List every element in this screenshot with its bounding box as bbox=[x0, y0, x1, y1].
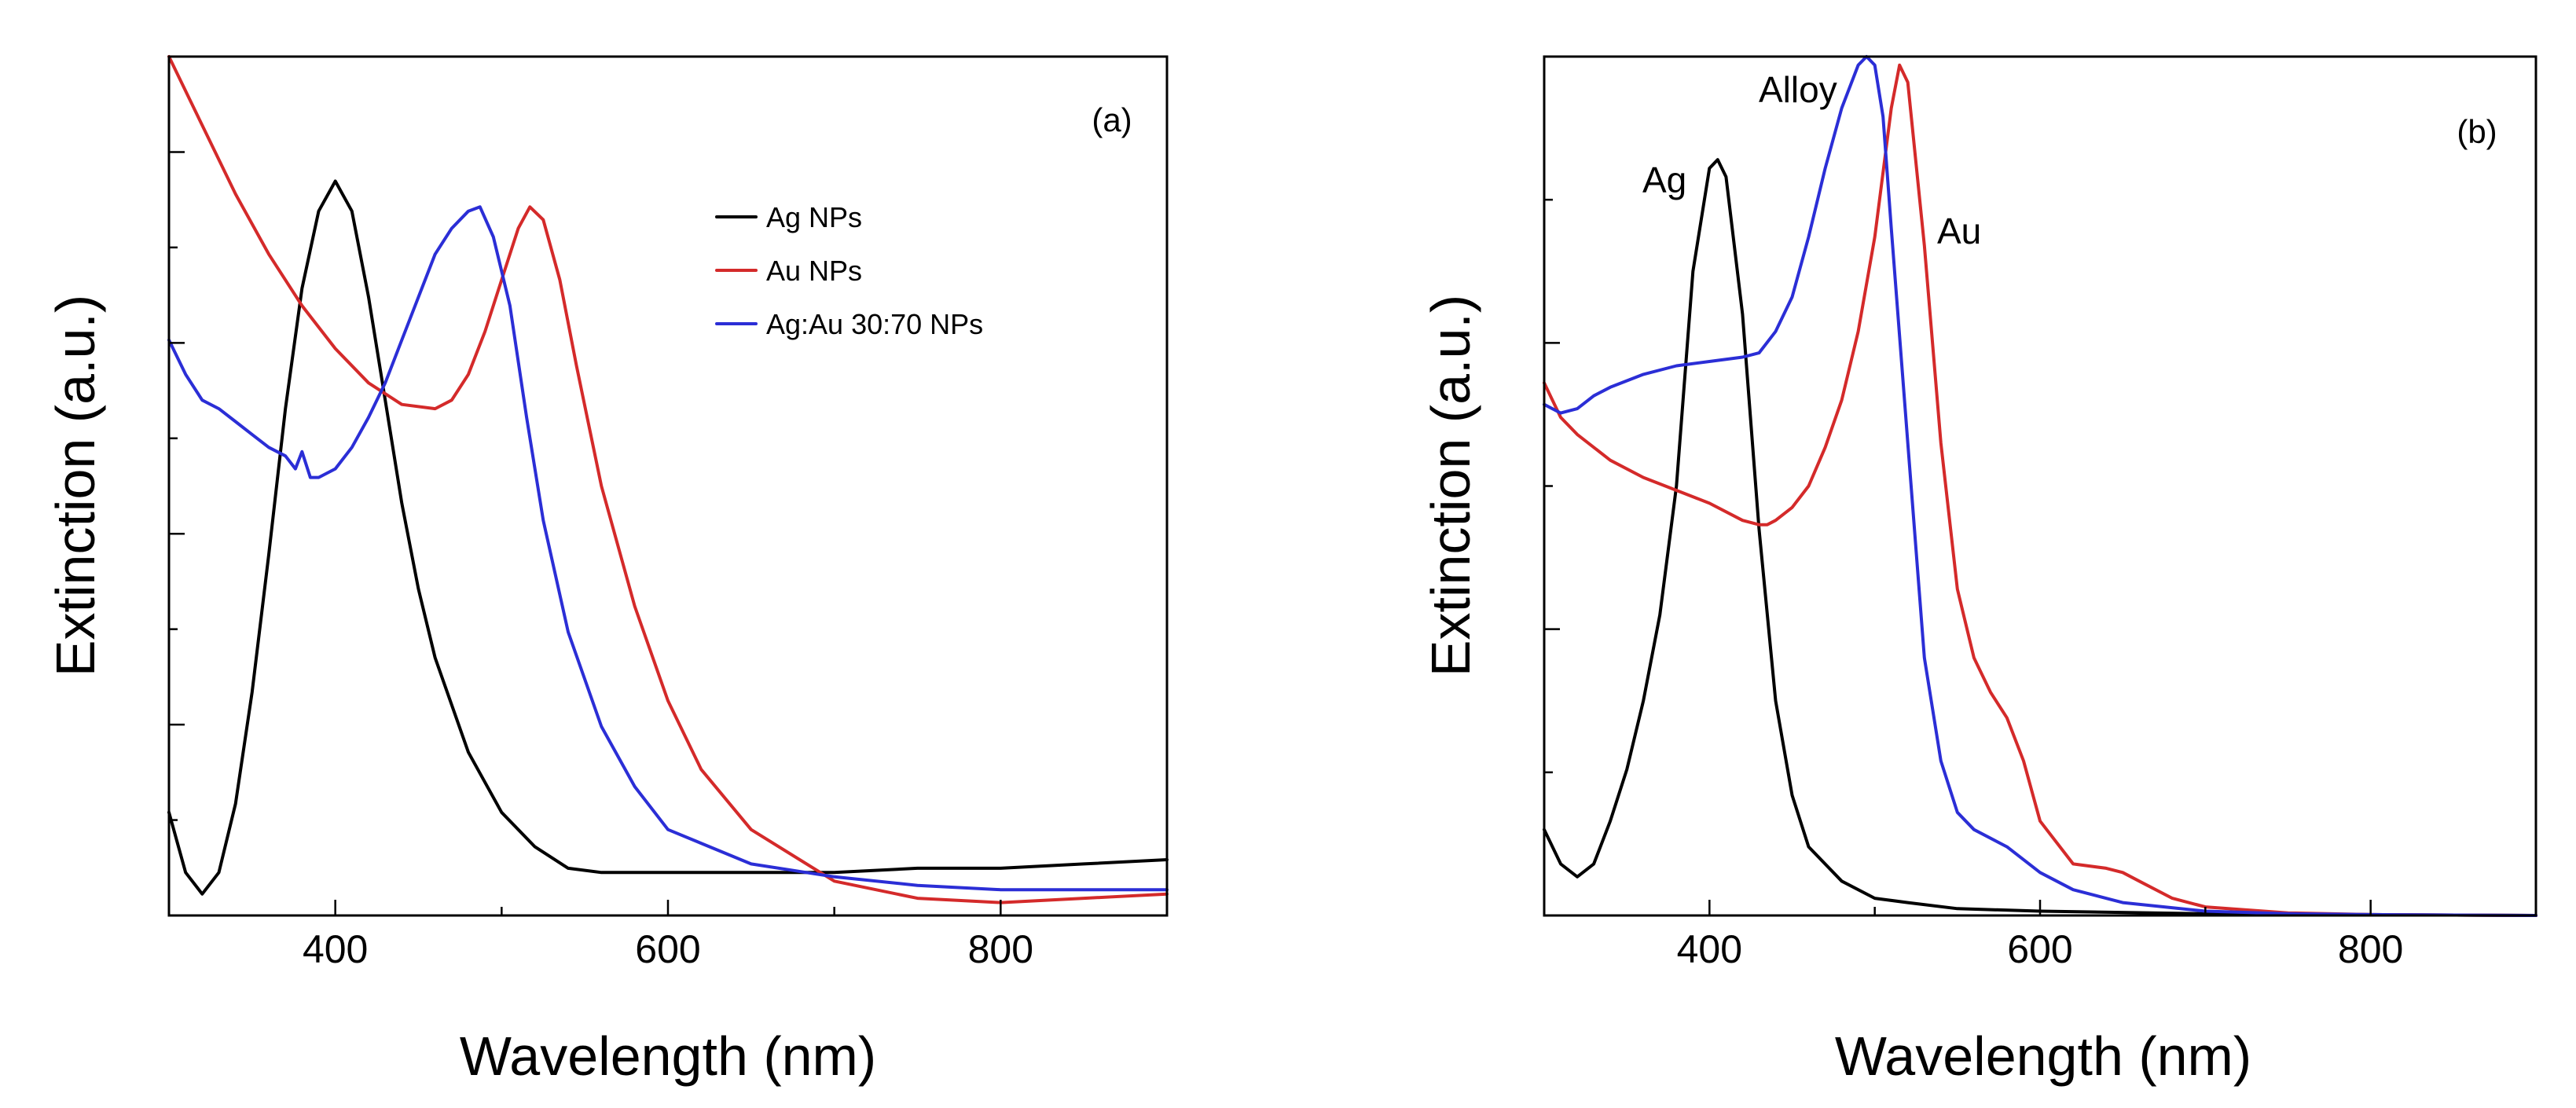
panel-b-series-au bbox=[1543, 63, 2537, 917]
panel-a-label: (a) bbox=[1092, 101, 1132, 138]
annotation-au: Au bbox=[1937, 211, 1981, 251]
annotation-alloy: Alloy bbox=[1759, 69, 1837, 110]
panel-b: 400 600 800 (b) Ag Alloy Au Wavelength (nm… bbox=[1420, 55, 2537, 1087]
panel-b-label: (b) bbox=[2457, 113, 2497, 150]
panel-b-x-tick-label-400: 400 bbox=[1677, 927, 1742, 971]
panel-a-series-ag-nps bbox=[167, 179, 1169, 896]
panel-a-x-axis-title: Wavelength (nm) bbox=[460, 1025, 876, 1087]
panel-a-ticks: 400 600 800 bbox=[167, 151, 1169, 971]
panel-a-y-axis-title: Extinction (a.u.) bbox=[45, 295, 106, 677]
panel-b-series-ag bbox=[1543, 158, 2537, 917]
panel-b-y-axis-title: Extinction (a.u.) bbox=[1420, 295, 1481, 677]
panel-b-x-axis-title: Wavelength (nm) bbox=[1835, 1025, 2251, 1087]
panel-b-x-tick-label-800: 800 bbox=[2338, 927, 2403, 971]
panel-b-series-alloy bbox=[1543, 55, 2537, 917]
panel-a-x-tick-label-800: 800 bbox=[968, 927, 1033, 971]
panel-a-series-au-nps bbox=[167, 55, 1169, 904]
legend-label-ag-nps: Ag NPs bbox=[766, 201, 862, 233]
annotation-ag: Ag bbox=[1642, 160, 1686, 200]
panel-a-legend: Ag NPs Au NPs Ag:Au 30:70 NPs bbox=[715, 201, 983, 340]
panel-a-series-ag-au-30-70-nps bbox=[167, 205, 1169, 892]
legend-label-au-nps: Au NPs bbox=[766, 255, 862, 287]
panel-a-x-tick-label-400: 400 bbox=[303, 927, 368, 971]
panel-b-ticks: 400 600 800 bbox=[1543, 198, 2537, 971]
legend-label-agau-nps: Ag:Au 30:70 NPs bbox=[766, 308, 983, 340]
panel-b-plot-frame bbox=[1543, 55, 2537, 917]
panel-a-x-tick-label-600: 600 bbox=[635, 927, 700, 971]
panel-b-x-tick-label-600: 600 bbox=[2007, 927, 2072, 971]
panel-a: 400 600 800 (a) Ag NPs Au NPs Ag:Au 30:70 … bbox=[45, 55, 1169, 1087]
panel-b-series-group bbox=[1543, 55, 2537, 917]
panel-a-series-group bbox=[167, 55, 1169, 904]
panel-a-plot-frame bbox=[167, 55, 1169, 917]
